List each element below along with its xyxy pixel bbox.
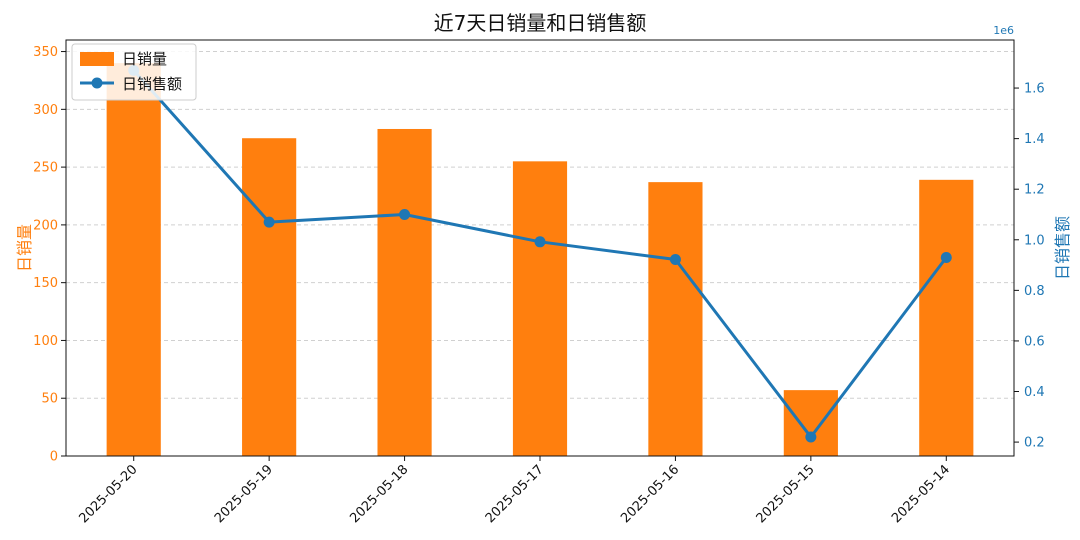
y-right-tick-label: 1.6 (1024, 82, 1045, 97)
chart-title: 近7天日销量和日销售额 (434, 11, 647, 35)
x-tick-label: 2025-05-17 (483, 462, 547, 526)
x-tick-label: 2025-05-15 (754, 462, 818, 526)
x-tick-label: 2025-05-14 (889, 462, 953, 526)
line-point-2025-05-15 (805, 431, 817, 443)
y-left-tick-label: 100 (33, 334, 58, 349)
bar-2025-05-19 (242, 138, 297, 456)
y-left-axis-label: 日销量 (15, 224, 34, 272)
y-right-tick-label: 1.2 (1024, 183, 1045, 198)
x-tick-label: 2025-05-20 (77, 462, 141, 526)
y-left-tick-label: 350 (33, 45, 58, 60)
line-point-2025-05-17 (534, 236, 546, 248)
y-right-tick-label: 1.4 (1024, 132, 1045, 147)
y-left-tick-label: 0 (50, 450, 58, 465)
y-left-tick-label: 200 (33, 218, 58, 233)
y-right-offset-text: 1e6 (993, 24, 1014, 37)
legend-label-bar: 日销量 (122, 50, 167, 68)
line-point-2025-05-14 (940, 251, 952, 263)
y-left-tick-label: 250 (33, 161, 58, 176)
line-point-2025-05-19 (263, 216, 275, 228)
bar-2025-05-18 (377, 128, 432, 456)
y-right-tick-label: 0.8 (1024, 284, 1045, 299)
y-right-tick-label: 1.0 (1024, 233, 1045, 248)
line-point-2025-05-16 (669, 254, 681, 266)
bar-2025-05-20 (106, 63, 161, 456)
y-right-tick-label: 0.2 (1024, 436, 1045, 451)
y-right-tick-label: 0.4 (1024, 385, 1045, 400)
x-tick-label: 2025-05-16 (618, 462, 682, 526)
bar-2025-05-17 (512, 161, 568, 457)
x-tick-label: 2025-05-19 (212, 462, 276, 526)
y-left-tick-label: 50 (41, 392, 58, 407)
bar-2025-05-15 (783, 390, 838, 456)
line-layer (128, 64, 952, 443)
y-right-tick-label: 0.6 (1024, 334, 1045, 349)
legend: 日销量 日销售额 (71, 43, 197, 101)
bar-2025-05-14 (919, 179, 974, 457)
bar-layer (106, 63, 974, 457)
y-right-axis-label: 日销售额 (1053, 216, 1072, 280)
legend-label-line: 日销售额 (122, 75, 182, 93)
line-point-2025-05-18 (399, 208, 411, 220)
bar-2025-05-16 (648, 182, 703, 456)
legend-swatch-bar (80, 52, 114, 66)
legend-marker-line (91, 77, 103, 89)
y-left-tick-label: 150 (33, 276, 58, 291)
y-left-tick-label: 300 (33, 103, 58, 118)
x-tick-label: 2025-05-18 (347, 462, 411, 526)
